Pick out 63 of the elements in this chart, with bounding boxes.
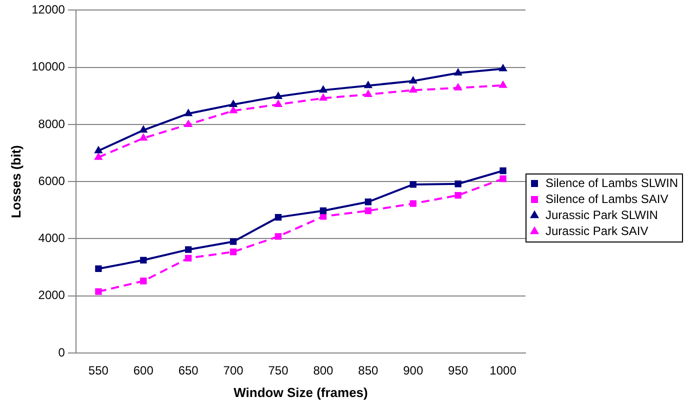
point [184,109,192,116]
y-tick-label: 8000 [38,116,66,131]
y-axis-title: Losses (bit) [8,145,24,218]
x-tick-label: 700 [223,364,244,378]
point [95,288,102,295]
y-tick-label: 4000 [38,231,66,246]
point [320,207,327,214]
point [139,126,148,133]
point [274,100,282,107]
point [364,198,372,206]
point [454,180,462,188]
point [409,86,418,93]
point [499,80,507,88]
x-tick-label: 600 [133,364,154,378]
legend-label: Jurassic Park SAIV [546,224,648,238]
legend-label: Jurassic Park SLWIN [546,208,658,222]
point [95,265,102,272]
point [500,167,506,174]
point [410,200,416,207]
x-tick-label: 750 [268,364,289,378]
point [94,146,102,154]
x-tick-label: 850 [358,364,378,378]
point [140,278,147,284]
point [500,175,506,182]
x-tick-label: 950 [448,364,468,378]
point [274,92,282,99]
point [274,233,282,240]
point [140,256,147,264]
point [229,100,238,107]
x-tick-label: 1000 [490,364,517,378]
point [230,238,237,245]
x-tick-label: 900 [403,364,424,378]
point [499,64,507,72]
point [184,120,192,127]
y-tick-label: 12000 [32,2,66,17]
point [185,254,192,262]
point [454,83,462,90]
legend-label: Silence of Lambs SAIV [546,192,668,206]
y-tick-label: 2000 [38,288,66,302]
point [185,246,192,253]
point [230,248,237,256]
x-axis-title: Window Size (frames) [234,384,368,400]
x-tick-label: 800 [313,364,334,378]
point [274,214,282,221]
x-tick-label: 650 [178,364,199,378]
point [454,68,462,76]
point [454,192,462,199]
point [364,207,372,214]
point [409,76,418,84]
point [364,81,372,88]
legend-label: Silence of Lambs SLWIN [546,176,678,190]
point [319,94,328,101]
point [139,134,148,141]
point [320,213,327,220]
point [94,152,102,160]
x-tick-label: 550 [88,364,109,378]
y-tick-label: 0 [58,345,66,360]
y-tick-label: 10000 [32,60,66,74]
point [364,90,372,97]
y-tick-label: 6000 [38,174,66,188]
point [410,181,416,188]
point [229,106,238,114]
point [319,86,328,93]
